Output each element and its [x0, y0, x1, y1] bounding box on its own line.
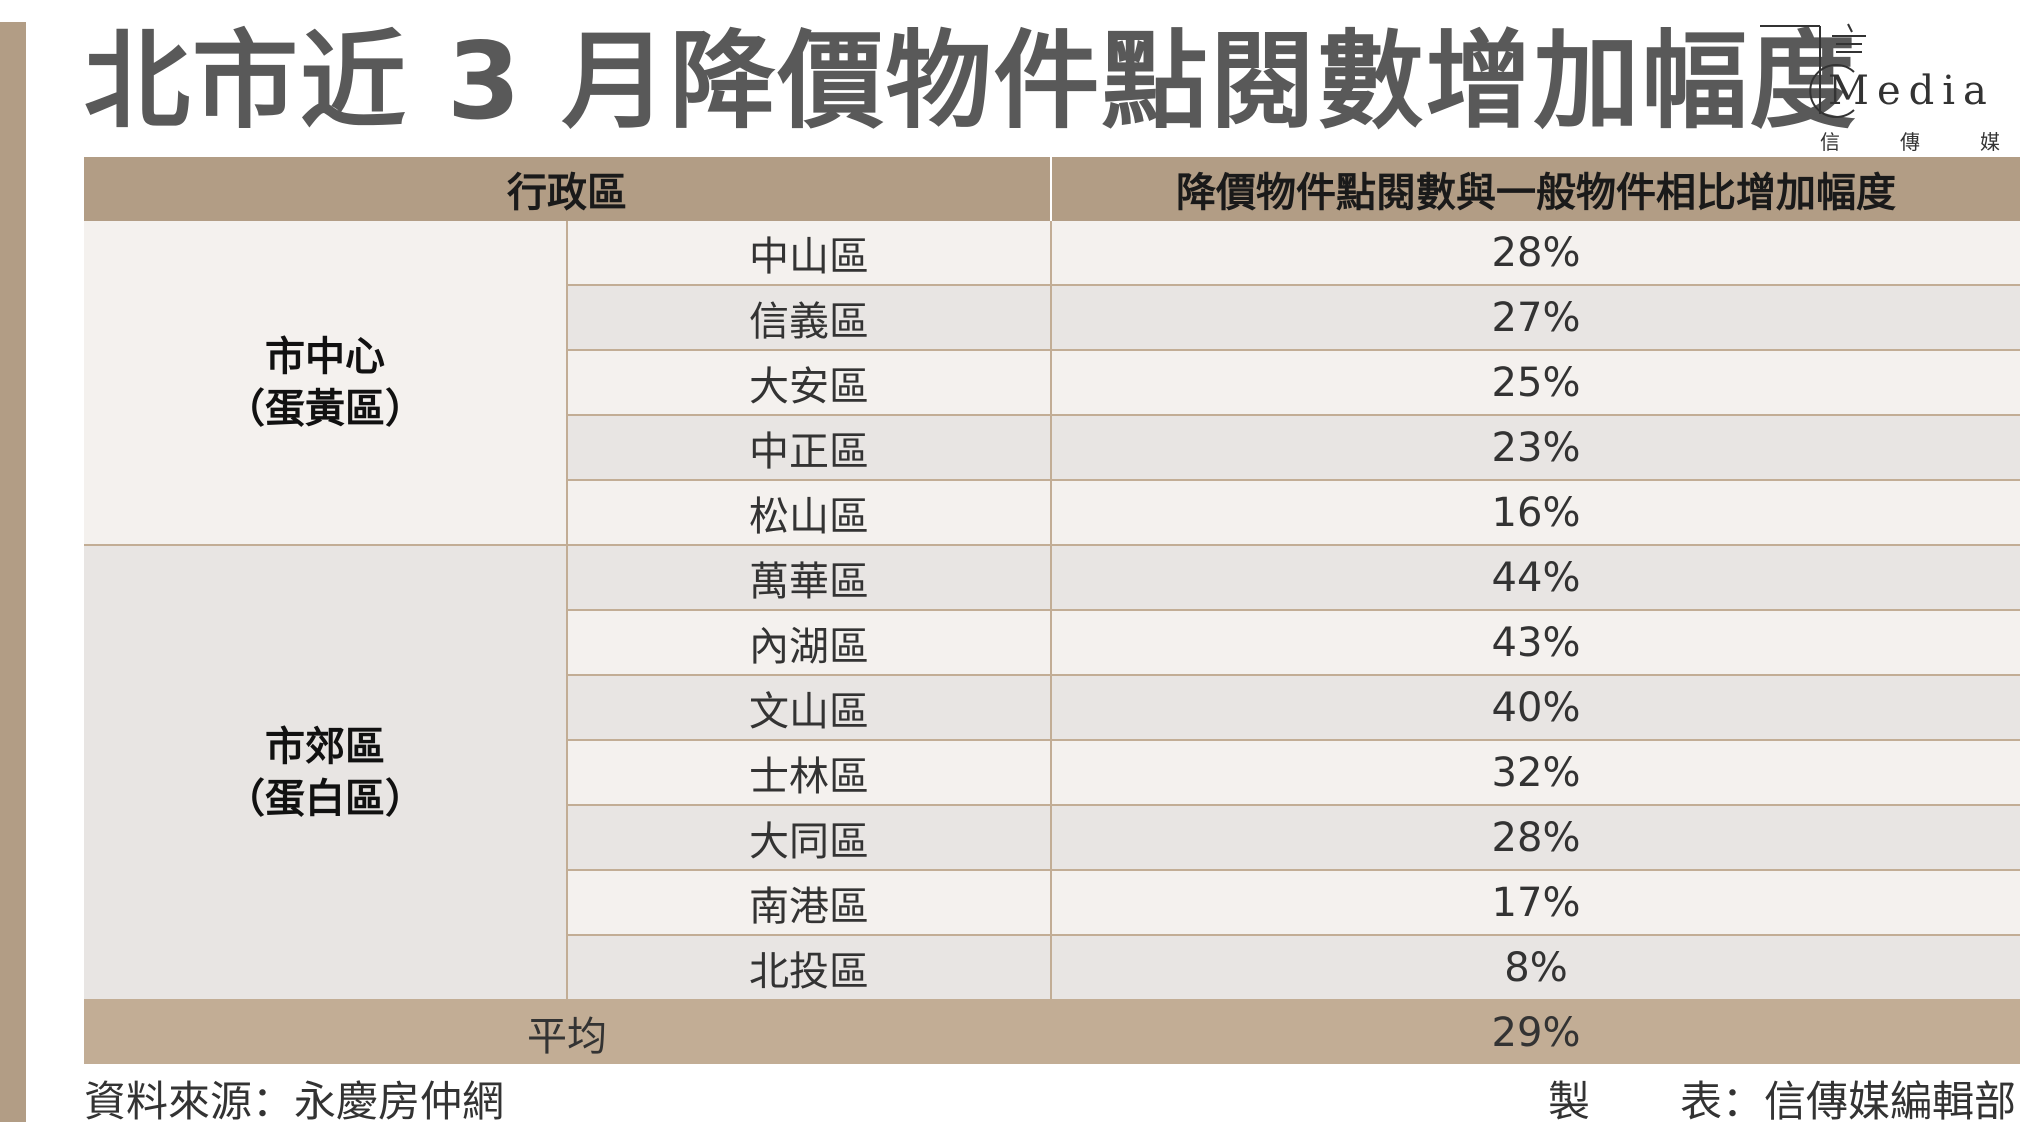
- value-cell: 16%: [1050, 480, 2020, 546]
- logo-mark-icon: [1760, 23, 1866, 118]
- accent-side-bar: [0, 22, 26, 1122]
- credit-label: 製: [1547, 1077, 1590, 1126]
- value-cell: 32%: [1050, 740, 2020, 806]
- table-row: 大同區 28%: [84, 805, 2020, 871]
- average-row: 平均 29%: [84, 1000, 2020, 1064]
- table-row: 內湖區 43%: [84, 610, 2020, 676]
- district-cell: 信義區: [566, 285, 1051, 351]
- average-label: 平均: [84, 1000, 1051, 1064]
- district-cell: 萬華區: [566, 545, 1051, 611]
- district-cell: 大同區: [566, 805, 1051, 871]
- table-row: 大安區 25%: [84, 350, 2020, 416]
- header-increase: 降價物件點閱數與一般物件相比增加幅度: [1051, 157, 2020, 221]
- table-row: 北投區 8%: [84, 935, 2020, 1001]
- value-cell: 28%: [1050, 805, 2020, 871]
- value-cell: 8%: [1050, 935, 2020, 1001]
- value-cell: 25%: [1050, 350, 2020, 416]
- value-cell: 17%: [1050, 870, 2020, 936]
- district-cell: 中山區: [566, 221, 1051, 286]
- table-row: 市中心 （蛋黃區） 中山區 28%: [84, 221, 2020, 546]
- logo-sub-char: 信: [1820, 130, 1900, 154]
- group-alias: （蛋白區）: [225, 775, 425, 822]
- group-name: 市郊區: [265, 723, 385, 770]
- group-name: 市中心: [265, 333, 385, 380]
- district-cell: 南港區: [566, 870, 1051, 936]
- logo-subtitle: 信傳媒: [1820, 126, 2020, 155]
- value-cell: 28%: [1050, 221, 2020, 286]
- group-cell-downtown: 市中心 （蛋黃區）: [84, 221, 567, 546]
- district-cell: 文山區: [566, 675, 1051, 741]
- table-row: 南港區 17%: [84, 870, 2020, 936]
- district-cell: 北投區: [566, 935, 1051, 1001]
- district-cell: 中正區: [566, 415, 1051, 481]
- district-cell: 士林區: [566, 740, 1051, 806]
- average-value: 29%: [1050, 1000, 2020, 1064]
- header-district: 行政區: [84, 157, 1052, 221]
- value-cell: 44%: [1050, 545, 2020, 611]
- value-cell: 40%: [1050, 675, 2020, 741]
- logo-sub-char: 媒: [1980, 130, 2020, 154]
- district-cell: 大安區: [566, 350, 1051, 416]
- logo-sub-char: 傳: [1900, 130, 1980, 154]
- credit: 製 表：信傳媒編輯部: [1548, 1068, 2016, 1129]
- group-alias: （蛋黃區）: [225, 385, 425, 432]
- table-row: 松山區 16%: [84, 480, 2020, 546]
- table-row: 信義區 27%: [84, 285, 2020, 351]
- district-cell: 松山區: [566, 480, 1051, 546]
- district-cell: 內湖區: [566, 610, 1051, 676]
- table-row: 士林區 32%: [84, 740, 2020, 806]
- logo-text: Media: [1828, 68, 1995, 114]
- data-source: 資料來源：永慶房仲網: [84, 1077, 505, 1126]
- table-row: 中正區 23%: [84, 415, 2020, 481]
- group-cell-suburb: 市郊區 （蛋白區）: [84, 545, 567, 1001]
- value-cell: 23%: [1050, 415, 2020, 481]
- credit-editor: 表：信傳媒編輯部: [1679, 1077, 2016, 1126]
- media-logo: Media 信傳媒: [1758, 22, 2008, 154]
- district-table: 行政區 降價物件點閱數與一般物件相比增加幅度 市中心 （蛋黃區） 中山區 28%…: [84, 157, 2020, 1064]
- value-cell: 43%: [1050, 610, 2020, 676]
- value-cell: 27%: [1050, 285, 2020, 351]
- table-row: 市郊區 （蛋白區） 萬華區 44%: [84, 545, 2020, 1001]
- page-title: 北市近 3 月降價物件點閱數增加幅度: [84, 20, 1858, 143]
- table-header-row: 行政區 降價物件點閱數與一般物件相比增加幅度: [84, 157, 2020, 221]
- table-row: 文山區 40%: [84, 675, 2020, 741]
